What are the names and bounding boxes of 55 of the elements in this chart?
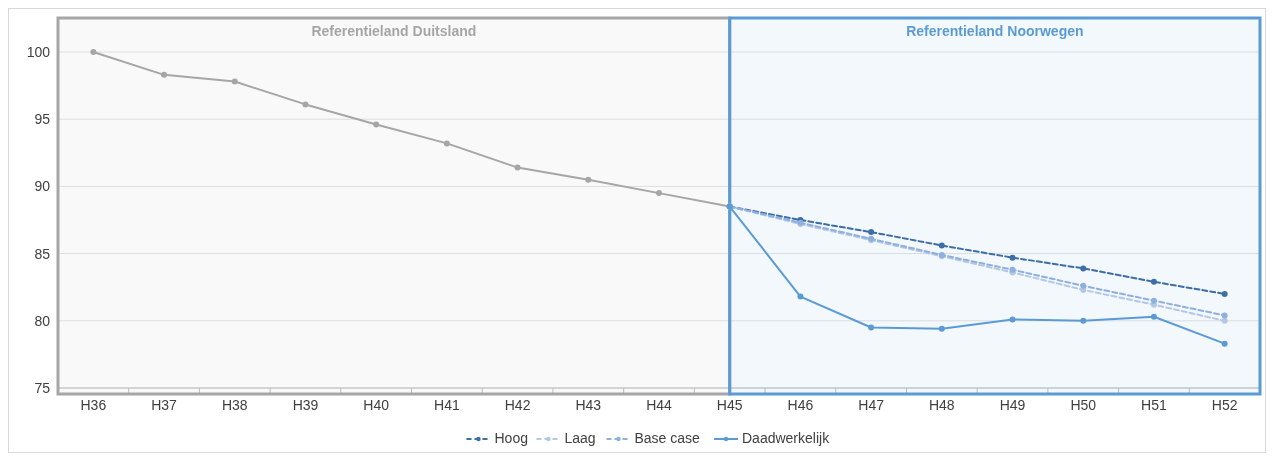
legend-label: Base case: [634, 430, 701, 446]
point: [1150, 278, 1157, 285]
x-tick-label: H44: [646, 397, 673, 413]
point: [514, 164, 521, 171]
point: [1080, 265, 1087, 272]
x-tick-label: H50: [1070, 397, 1097, 413]
y-tick-label: 90: [34, 178, 51, 195]
point: [868, 324, 875, 331]
legend-label: Laag: [564, 430, 596, 446]
point: [90, 49, 97, 55]
x-tick-label: H36: [80, 397, 107, 413]
x-tick-label: H45: [716, 397, 743, 413]
x-tick-label: H40: [363, 397, 390, 413]
x-tick-label: H37: [151, 397, 178, 413]
legend-label: Daadwerkelijk: [742, 430, 831, 446]
y-tick-label: 95: [34, 111, 51, 128]
y-tick-label: 80: [34, 312, 51, 329]
x-tick-label: H43: [575, 397, 602, 413]
point: [231, 78, 238, 85]
x-tick-label: H47: [858, 397, 885, 413]
x-tick-label: H39: [292, 397, 319, 413]
point: [1221, 317, 1228, 324]
point: [1150, 297, 1157, 304]
point: [938, 325, 945, 332]
y-tick-label: 85: [34, 245, 51, 262]
legend-label: Hoog: [494, 430, 528, 446]
point: [1221, 312, 1228, 319]
x-tick-label: H48: [928, 397, 955, 413]
point: [1221, 290, 1228, 297]
x-tick-label: H52: [1211, 397, 1238, 413]
point: [1221, 340, 1228, 347]
point: [302, 101, 309, 108]
point: [1150, 313, 1157, 320]
point: [868, 229, 875, 236]
point: [1009, 254, 1016, 261]
band-label: Referentieland Noorwegen: [906, 23, 1084, 39]
point: [1080, 282, 1087, 289]
y-tick-label: 100: [26, 43, 51, 60]
y-tick-label: 75: [34, 379, 51, 396]
point: [938, 242, 945, 249]
x-tick-label: H38: [221, 397, 248, 413]
point: [443, 140, 450, 147]
x-tick-label: H49: [999, 397, 1026, 413]
point: [1009, 316, 1016, 323]
point: [161, 71, 168, 78]
x-tick-label: H46: [787, 397, 814, 413]
point: [585, 176, 592, 183]
point: [1080, 317, 1087, 324]
point: [656, 190, 662, 197]
band-label: Referentieland Duitsland: [311, 23, 477, 39]
x-tick-label: H41: [434, 397, 460, 413]
x-tick-label: H42: [504, 397, 531, 413]
x-tick-label: H51: [1141, 397, 1167, 413]
point: [797, 293, 804, 300]
point: [373, 121, 380, 128]
